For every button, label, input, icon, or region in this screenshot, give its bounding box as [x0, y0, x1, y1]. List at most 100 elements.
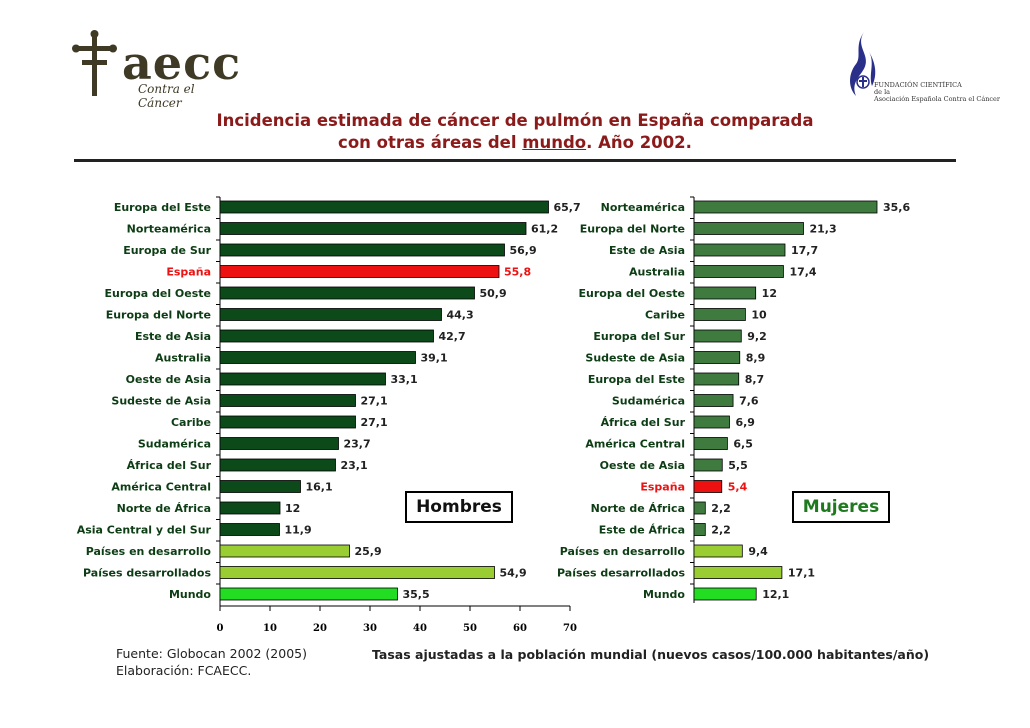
mujeres-category-label: Mundo: [643, 588, 685, 601]
hombres-category-label: España: [166, 266, 211, 279]
mujeres-value-label: 17,1: [788, 567, 815, 580]
mujeres-value-label: 10: [751, 309, 767, 322]
hombres-bar: [219, 437, 339, 450]
mujeres-category-label: Australia: [629, 266, 685, 279]
hombres-category-label: Sudamérica: [138, 438, 211, 451]
mujeres-value-label: 17,7: [791, 244, 818, 257]
title-divider: [74, 159, 956, 162]
mujeres-bar: [693, 501, 706, 515]
hombres-category-label: Europa de Sur: [123, 244, 211, 257]
mujeres-category-label: Europa del Oeste: [579, 287, 685, 300]
title-line-2: con otras áreas del mundo. Año 2002.: [338, 133, 692, 152]
mujeres-value-label: 2,2: [711, 502, 731, 515]
mujeres-category-label: Norte de África: [591, 502, 685, 515]
hombres-category-label: Asia Central y del Sur: [77, 524, 212, 537]
hombres-bar: [219, 415, 356, 429]
mujeres-value-label: 21,3: [809, 223, 836, 236]
hombres-category-label: Países en desarrollo: [86, 545, 212, 558]
hombres-category-label: Caribe: [171, 416, 211, 429]
hombres-value-label: 39,1: [421, 352, 448, 365]
source-footer: Fuente: Globocan 2002 (2005) Elaboración…: [116, 645, 307, 679]
cross-icon: [72, 30, 117, 96]
mujeres-value-label: 17,4: [789, 266, 816, 279]
mujeres-bar: [693, 544, 743, 558]
hombres-x-tick-label: 60: [513, 623, 527, 634]
hombres-value-label: 35,5: [403, 588, 430, 601]
mujeres-category-label: España: [640, 481, 685, 494]
mujeres-category-label: Sudamérica: [612, 395, 685, 408]
hombres-bar: [219, 566, 495, 579]
aecc-logo: aecc Contra el Cáncer: [70, 30, 242, 110]
hombres-value-label: 23,7: [344, 438, 371, 451]
mujeres-bar: [693, 308, 746, 321]
mujeres-bar: [693, 587, 757, 601]
aecc-logo-subtitle: Contra el Cáncer: [138, 82, 195, 110]
hombres-value-label: 23,1: [341, 459, 368, 472]
mujeres-label: Mujeres: [792, 491, 890, 523]
mujeres-category-label: Europa del Norte: [580, 223, 685, 236]
hombres-x-tick-label: 10: [263, 623, 277, 634]
hombres-bar: [219, 286, 475, 300]
mujeres-category-label: América Central: [585, 438, 685, 451]
mujeres-value-label: 7,6: [739, 395, 759, 408]
mujeres-value-label: 6,5: [733, 438, 753, 451]
aecc-logo-text: aecc: [122, 36, 242, 90]
hombres-category-label: Europa del Norte: [106, 309, 211, 322]
mujeres-value-label: 8,9: [746, 352, 766, 365]
mujeres-category-label: Países desarrollados: [557, 567, 685, 580]
mujeres-category-label: Europa del Este: [588, 373, 685, 386]
hombres-value-label: 12: [285, 502, 300, 515]
mujeres-bar: [693, 415, 730, 429]
mujeres-category-label: Este de Asia: [609, 244, 685, 257]
mujeres-value-label: 35,6: [883, 201, 910, 214]
hombres-bar: [219, 394, 356, 407]
hombres-bar: [219, 523, 280, 536]
hombres-category-label: Sudeste de Asia: [111, 395, 211, 408]
hombres-bar: [219, 458, 336, 472]
hombres-value-label: 27,1: [361, 395, 388, 408]
source-text: Fuente: Globocan 2002 (2005): [116, 646, 307, 661]
hombres-bar: [219, 222, 527, 235]
mujeres-value-label: 5,4: [728, 481, 748, 494]
hombres-value-label: 56,9: [510, 244, 537, 257]
hombres-bar: [219, 243, 505, 257]
hombres-x-tick-label: 0: [217, 623, 224, 634]
hombres-bar: [219, 587, 398, 601]
fundacion-logo: FUNDACIÓN CIENTÍFICA de la Asociación Es…: [840, 30, 1000, 110]
mujeres-bar: [693, 351, 741, 364]
mujeres-bar: [693, 286, 757, 300]
mujeres-bar: [693, 222, 804, 235]
mujeres-category-label: Europa del Sur: [593, 330, 685, 343]
hombres-value-label: 44,3: [447, 309, 474, 322]
mujeres-category-label: Este de África: [599, 524, 685, 537]
hombres-value-label: 16,1: [306, 481, 333, 494]
hombres-value-label: 55,8: [504, 266, 531, 279]
hombres-x-tick-label: 70: [563, 623, 577, 634]
mujeres-bar: [693, 372, 740, 386]
hombres-category-label: Europa del Este: [114, 201, 211, 214]
hombres-value-label: 61,2: [531, 223, 558, 236]
hombres-value-label: 65,7: [554, 201, 581, 214]
mujeres-category-label: Países en desarrollo: [560, 545, 686, 558]
hombres-value-label: 27,1: [361, 416, 388, 429]
mujeres-value-label: 9,2: [747, 330, 767, 343]
mujeres-value-label: 12,1: [762, 588, 789, 601]
mujeres-category-label: Caribe: [645, 309, 685, 322]
hombres-bar: [219, 200, 549, 214]
mujeres-bar: [693, 329, 742, 343]
hombres-value-label: 42,7: [439, 330, 466, 343]
hombres-x-tick-label: 50: [463, 623, 477, 634]
mujeres-value-label: 6,9: [735, 416, 755, 429]
mundo-link[interactable]: mundo: [522, 133, 587, 152]
hombres-bar: [219, 501, 281, 515]
mujeres-value-label: 5,5: [728, 459, 748, 472]
hombres-bar: [219, 480, 301, 493]
hombres-x-tick-label: 40: [413, 623, 427, 634]
mujeres-bar: [693, 200, 878, 214]
hombres-value-label: 25,9: [355, 545, 382, 558]
hombres-category-label: Norte de África: [117, 502, 211, 515]
hombres-label: Hombres: [405, 491, 513, 523]
hombres-value-label: 54,9: [500, 567, 527, 580]
hombres-value-label: 50,9: [480, 287, 507, 300]
